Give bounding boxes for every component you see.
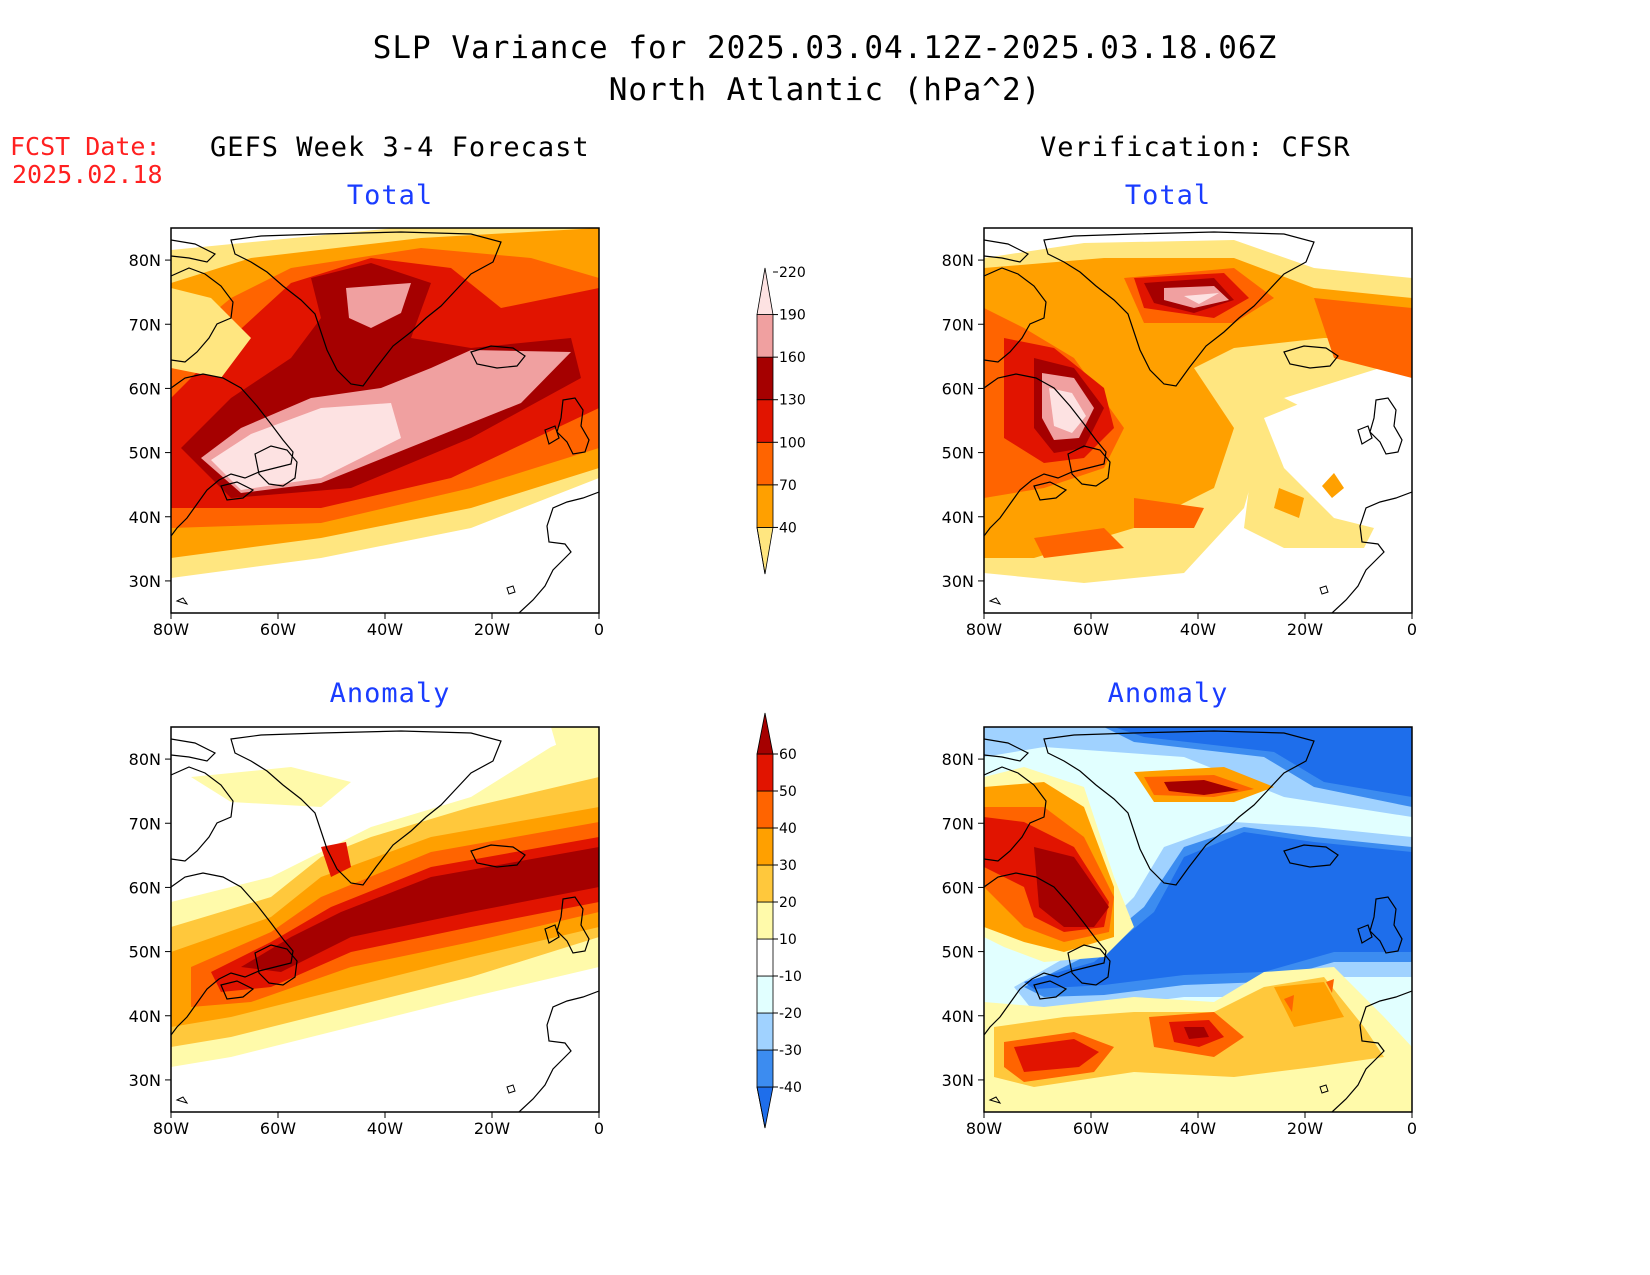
lat-label-br: 80N xyxy=(942,750,974,769)
lat-label-tl: 80N xyxy=(129,251,161,270)
total-colorbar-swatch xyxy=(756,267,774,315)
anomaly-colorbar-swatch xyxy=(756,790,774,829)
main-subtitle: North Atlantic (hPa^2) xyxy=(608,72,1042,108)
bottom-right-title: Anomaly xyxy=(1107,678,1229,709)
main-title: SLP Variance for 2025.03.04.12Z-2025.03.… xyxy=(372,30,1278,66)
lon-label-tr: 0 xyxy=(1407,620,1417,639)
fcst-date-value: 2025.02.18 xyxy=(12,160,163,189)
total-colorbar-swatch xyxy=(756,399,774,443)
anomaly-colorbar-label: 10 xyxy=(779,932,797,948)
lon-label-bl: 20W xyxy=(474,1119,510,1138)
lat-label-tr: 70N xyxy=(942,315,974,334)
lon-label-br: 20W xyxy=(1287,1119,1323,1138)
lat-label-br: 30N xyxy=(942,1071,974,1090)
lon-label-tl: 0 xyxy=(594,620,604,639)
lat-label-br: 40N xyxy=(942,1007,974,1026)
total-colorbar-label: 190 xyxy=(779,308,806,324)
total-colorbar-swatch xyxy=(756,356,774,401)
top-right-title: Total xyxy=(1124,180,1212,211)
total-colorbar-label: 160 xyxy=(779,350,806,366)
lat-label-bl: 80N xyxy=(129,750,161,769)
lat-label-br: 50N xyxy=(942,943,974,962)
anomaly-colorbar-swatch xyxy=(756,938,774,977)
lat-label-bl: 50N xyxy=(129,943,161,962)
lon-label-tl: 80W xyxy=(153,620,189,639)
lat-label-tr: 40N xyxy=(942,508,974,527)
total-colorbar: 40 70 100 130 160 190 220 xyxy=(756,265,806,575)
total-colorbar-swatch xyxy=(756,527,774,575)
anomaly-colorbar-label: -20 xyxy=(779,1006,802,1022)
bottom-left-title: Anomaly xyxy=(329,678,451,709)
lat-label-bl: 30N xyxy=(129,1071,161,1090)
anomaly-colorbar-label: 40 xyxy=(779,821,797,837)
total-colorbar-swatch xyxy=(756,441,774,486)
anomaly-colorbar-swatch xyxy=(756,1086,774,1129)
lat-label-tl: 60N xyxy=(129,379,161,398)
anomaly-colorbar-swatch xyxy=(756,975,774,1014)
lon-label-br: 80W xyxy=(966,1119,1002,1138)
total-colorbar-swatch xyxy=(756,484,774,528)
anomaly-colorbar-label: 20 xyxy=(779,895,797,911)
lat-label-tl: 40N xyxy=(129,508,161,527)
forecast-header: GEFS Week 3-4 Forecast xyxy=(210,132,590,163)
anomaly-colorbar-label: -30 xyxy=(779,1043,802,1059)
lon-label-tr: 60W xyxy=(1073,620,1109,639)
anomaly-colorbar-swatch xyxy=(756,827,774,866)
lon-label-bl: 40W xyxy=(367,1119,403,1138)
gefs-total-map xyxy=(171,228,599,613)
lat-label-tr: 80N xyxy=(942,251,974,270)
lat-label-bl: 70N xyxy=(129,814,161,833)
cfsr-anomaly-map xyxy=(984,727,1412,1112)
lon-label-tr: 20W xyxy=(1287,620,1323,639)
lon-label-tl: 40W xyxy=(367,620,403,639)
anomaly-colorbar-swatch xyxy=(756,1049,774,1088)
verification-header: Verification: CFSR xyxy=(1040,132,1351,163)
lat-label-tr: 50N xyxy=(942,444,974,463)
lon-label-br: 60W xyxy=(1073,1119,1109,1138)
lat-label-bl: 40N xyxy=(129,1007,161,1026)
anomaly-colorbar-label: 50 xyxy=(779,784,797,800)
total-colorbar-label: 40 xyxy=(779,520,797,536)
lon-label-tl: 20W xyxy=(474,620,510,639)
anomaly-colorbar: -40 -30 -20 -10 10 20 30 40 50 60 xyxy=(756,712,802,1129)
cfsr-total-map xyxy=(984,228,1412,613)
lon-label-bl: 80W xyxy=(153,1119,189,1138)
anomaly-colorbar-swatch xyxy=(756,712,774,755)
lat-label-tr: 60N xyxy=(942,379,974,398)
anomaly-colorbar-swatch xyxy=(756,901,774,940)
lon-label-tr: 80W xyxy=(966,620,1002,639)
lat-label-br: 70N xyxy=(942,814,974,833)
lon-label-br: 40W xyxy=(1180,1119,1216,1138)
anomaly-colorbar-label: 30 xyxy=(779,858,797,874)
lon-label-br: 0 xyxy=(1407,1119,1417,1138)
anomaly-colorbar-swatch xyxy=(756,864,774,903)
lat-label-bl: 60N xyxy=(129,878,161,897)
lon-label-tr: 40W xyxy=(1180,620,1216,639)
anomaly-colorbar-label: 60 xyxy=(779,747,797,763)
gefs-anomaly-map xyxy=(171,727,599,1112)
total-colorbar-label: 220 xyxy=(779,265,806,281)
total-colorbar-label: 100 xyxy=(779,435,806,451)
lat-label-br: 60N xyxy=(942,878,974,897)
total-colorbar-swatch xyxy=(756,314,774,358)
lon-label-bl: 0 xyxy=(594,1119,604,1138)
lon-label-bl: 60W xyxy=(260,1119,296,1138)
anomaly-colorbar-label: -40 xyxy=(779,1080,802,1096)
total-colorbar-label: 130 xyxy=(779,393,806,409)
lat-label-tl: 50N xyxy=(129,444,161,463)
anomaly-colorbar-swatch xyxy=(756,1012,774,1051)
lat-label-tl: 30N xyxy=(129,572,161,591)
lat-label-tl: 70N xyxy=(129,315,161,334)
total-colorbar-label: 70 xyxy=(779,478,797,494)
anomaly-colorbar-swatch xyxy=(756,753,774,792)
lon-label-tl: 60W xyxy=(260,620,296,639)
fcst-date-label: FCST Date: xyxy=(10,132,161,161)
anomaly-colorbar-label: -10 xyxy=(779,969,802,985)
lat-label-tr: 30N xyxy=(942,572,974,591)
top-left-title: Total xyxy=(346,180,434,211)
